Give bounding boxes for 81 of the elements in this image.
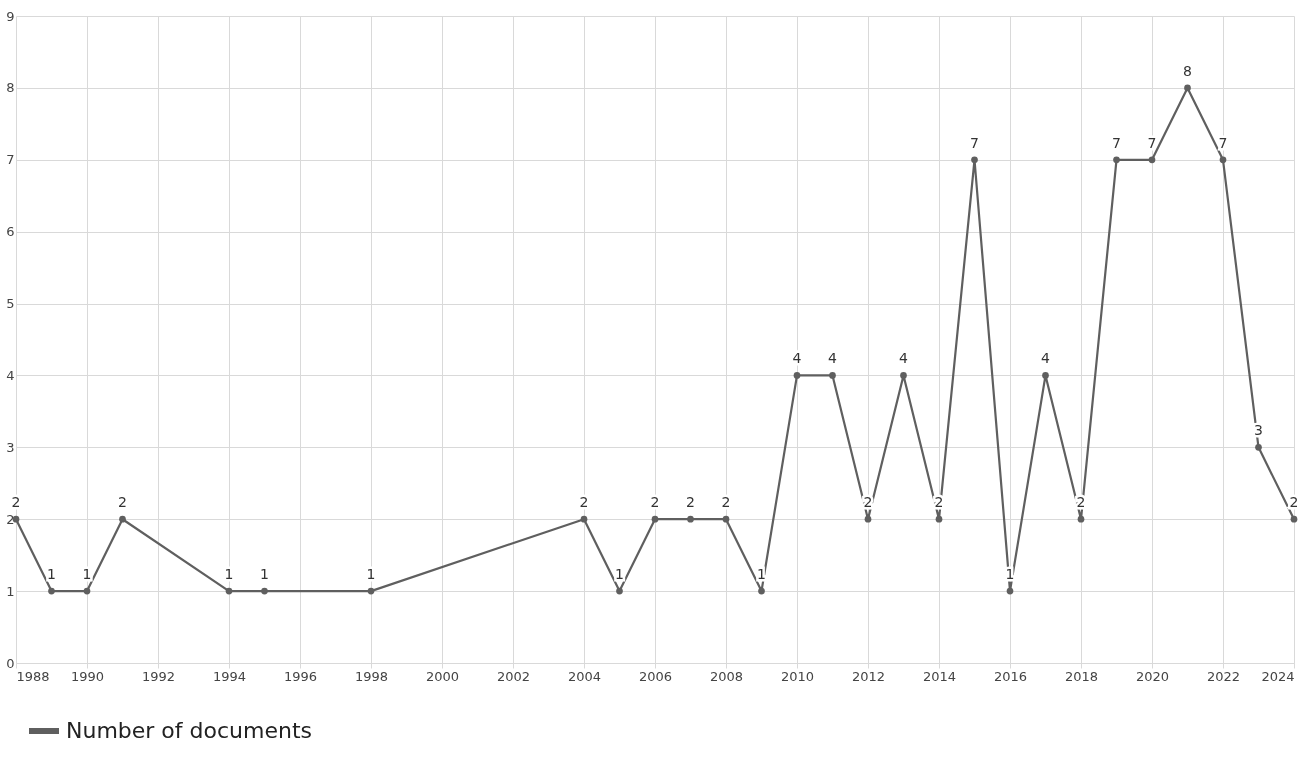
x-tick-label: 1992 <box>141 668 176 684</box>
point <box>935 515 943 523</box>
point <box>119 515 126 523</box>
data-label: 2 <box>863 494 873 511</box>
point <box>1219 156 1227 164</box>
point <box>1148 156 1156 164</box>
data-label: 2 <box>579 494 589 511</box>
y-tick-label: 8 <box>6 80 15 96</box>
point <box>1042 372 1049 379</box>
data-label: 4 <box>792 350 802 367</box>
point <box>1290 515 1298 523</box>
point <box>225 587 233 595</box>
x-tick-label: 2006 <box>638 668 673 684</box>
x-tick-label: 2014 <box>922 668 957 684</box>
y-tick-label: 7 <box>6 152 15 168</box>
x-tick-label: 2024 <box>1261 668 1295 684</box>
point <box>651 515 659 523</box>
y-tick-label: 3 <box>6 439 15 455</box>
y-tick-label: 0 <box>6 655 15 671</box>
point <box>758 587 765 595</box>
x-tick-label: 2018 <box>1064 668 1099 684</box>
data-label: 1 <box>260 566 269 583</box>
y-tick-label: 6 <box>6 224 15 240</box>
data-label: 2 <box>650 494 660 511</box>
data-label: 2 <box>721 494 731 511</box>
data-label: 2 <box>1076 494 1086 511</box>
data-label: 1 <box>224 566 234 583</box>
point <box>580 515 588 523</box>
point <box>48 587 55 595</box>
point <box>829 372 836 379</box>
point <box>722 515 730 523</box>
data-label: 1 <box>366 566 376 583</box>
x-tick-label: 2004 <box>567 668 602 684</box>
point <box>83 587 91 595</box>
x-tick-label: 2008 <box>709 668 744 684</box>
data-label: 8 <box>1183 62 1192 79</box>
data-label: 1 <box>47 566 56 583</box>
data-label: 7 <box>1147 134 1157 151</box>
point <box>900 372 907 379</box>
x-tick-label: 1996 <box>283 668 318 684</box>
y-tick-label: 4 <box>6 367 15 383</box>
point <box>793 372 801 379</box>
point <box>1184 84 1191 92</box>
data-label: 4 <box>828 350 838 367</box>
point <box>971 156 978 164</box>
y-tick-label: 9 <box>6 8 15 24</box>
x-tick-label: 1998 <box>354 668 389 684</box>
point <box>1006 587 1014 595</box>
x-tick-label: 2016 <box>993 668 1028 684</box>
x-tick-label: 2002 <box>496 668 531 684</box>
data-label: 7 <box>970 134 979 151</box>
legend-label: Number of documents <box>66 718 313 743</box>
point <box>1113 156 1120 164</box>
x-tick-label: 2020 <box>1135 668 1170 684</box>
data-label: 7 <box>1218 134 1228 151</box>
x-tick-label: 2010 <box>780 668 815 684</box>
point <box>864 515 872 523</box>
data-label: 2 <box>118 494 127 511</box>
y-tick-label: 5 <box>6 296 15 312</box>
x-tick-label: 2022 <box>1206 668 1241 684</box>
point <box>367 587 375 595</box>
y-tick-label: 1 <box>6 583 15 599</box>
data-label: 2 <box>1289 494 1299 511</box>
data-label: 4 <box>1041 350 1051 367</box>
point <box>616 587 623 595</box>
point <box>1255 443 1262 451</box>
data-label: 1 <box>615 566 624 583</box>
x-tick-label: 2000 <box>425 668 460 684</box>
point <box>1077 515 1085 523</box>
data-label: 2 <box>686 494 695 511</box>
data-label: 1 <box>82 566 92 583</box>
data-label: 7 <box>1112 134 1121 151</box>
point <box>687 515 694 523</box>
x-tick-label: 1988 <box>16 668 50 684</box>
x-tick-label: 1994 <box>212 668 247 684</box>
x-tick-label: 1990 <box>70 668 105 684</box>
data-label: 2 <box>934 494 944 511</box>
data-label: 4 <box>899 350 909 367</box>
point <box>261 587 268 595</box>
x-tick-label: 2012 <box>851 668 886 684</box>
y-tick-label: 2 <box>6 511 15 527</box>
